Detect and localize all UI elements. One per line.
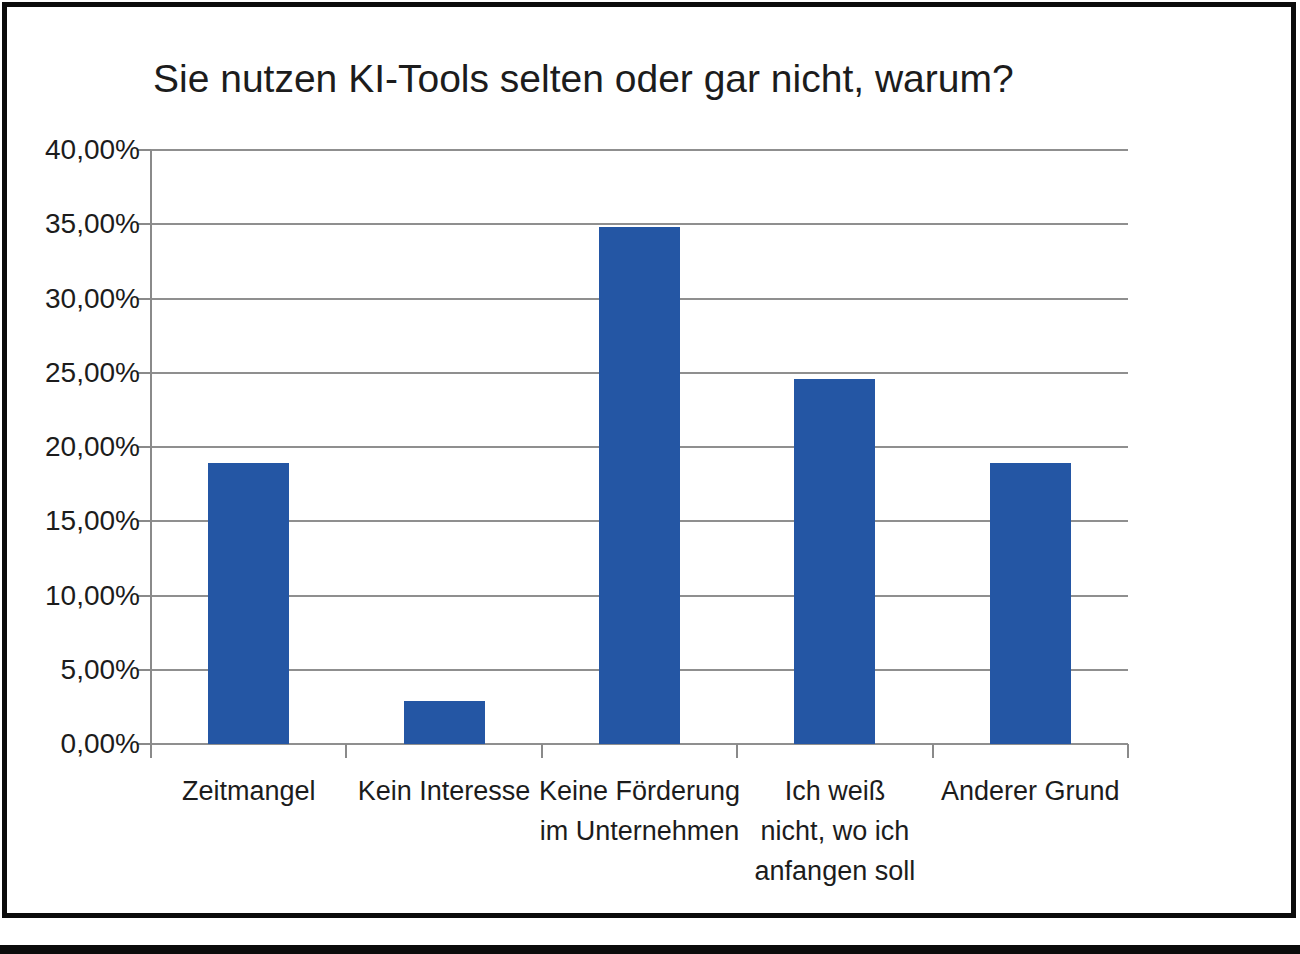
bar <box>404 701 485 744</box>
x-axis-tick <box>150 744 152 758</box>
y-tick-label: 10,00% <box>7 582 140 610</box>
y-tick-label: 25,00% <box>7 359 140 387</box>
y-tick-label: 0,00% <box>7 730 140 758</box>
bottom-strip <box>0 945 1300 954</box>
y-tick-label: 30,00% <box>7 285 140 313</box>
x-axis-tick <box>1127 744 1129 758</box>
x-axis-tick <box>541 744 543 758</box>
bar <box>794 379 875 744</box>
y-tick-label: 5,00% <box>7 656 140 684</box>
x-axis-tick <box>736 744 738 758</box>
gridline <box>151 223 1128 225</box>
bar <box>990 463 1071 744</box>
x-category-label: Anderer Grund <box>910 771 1150 811</box>
y-tick-label: 35,00% <box>7 210 140 238</box>
chart-canvas: Sie nutzen KI-Tools selten oder gar nich… <box>0 0 1300 954</box>
y-tick-label: 15,00% <box>7 507 140 535</box>
chart-title: Sie nutzen KI-Tools selten oder gar nich… <box>153 57 1014 101</box>
x-axis-tick <box>932 744 934 758</box>
y-axis-line <box>150 150 152 746</box>
bar <box>599 227 680 744</box>
x-axis-tick <box>345 744 347 758</box>
y-tick-label: 20,00% <box>7 433 140 461</box>
y-tick-label: 40,00% <box>7 136 140 164</box>
bar <box>208 463 289 744</box>
chart-frame: Sie nutzen KI-Tools selten oder gar nich… <box>2 2 1296 918</box>
gridline <box>151 149 1128 151</box>
